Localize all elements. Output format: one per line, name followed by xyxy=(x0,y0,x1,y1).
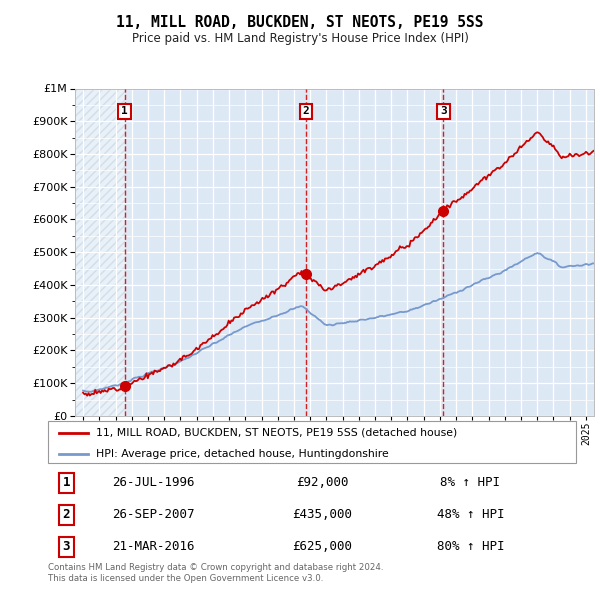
Bar xyxy=(75,88,125,416)
Text: 48% ↑ HPI: 48% ↑ HPI xyxy=(437,508,504,521)
Text: Price paid vs. HM Land Registry's House Price Index (HPI): Price paid vs. HM Land Registry's House … xyxy=(131,32,469,45)
Text: £625,000: £625,000 xyxy=(293,540,353,553)
Text: 11, MILL ROAD, BUCKDEN, ST NEOTS, PE19 5SS: 11, MILL ROAD, BUCKDEN, ST NEOTS, PE19 5… xyxy=(116,15,484,30)
Text: 3: 3 xyxy=(440,106,447,116)
Text: £435,000: £435,000 xyxy=(293,508,353,521)
Text: 1: 1 xyxy=(63,476,70,489)
Text: 2: 2 xyxy=(63,508,70,521)
Text: 1: 1 xyxy=(121,106,128,116)
Text: HPI: Average price, detached house, Huntingdonshire: HPI: Average price, detached house, Hunt… xyxy=(95,449,388,459)
Text: 2: 2 xyxy=(302,106,309,116)
Text: 3: 3 xyxy=(63,540,70,553)
Text: 80% ↑ HPI: 80% ↑ HPI xyxy=(437,540,504,553)
Text: 8% ↑ HPI: 8% ↑ HPI xyxy=(440,476,500,489)
Text: 26-SEP-2007: 26-SEP-2007 xyxy=(112,508,195,521)
Text: 21-MAR-2016: 21-MAR-2016 xyxy=(112,540,195,553)
Text: 26-JUL-1996: 26-JUL-1996 xyxy=(112,476,195,489)
Text: 11, MILL ROAD, BUCKDEN, ST NEOTS, PE19 5SS (detached house): 11, MILL ROAD, BUCKDEN, ST NEOTS, PE19 5… xyxy=(95,428,457,438)
Text: £92,000: £92,000 xyxy=(296,476,349,489)
Text: Contains HM Land Registry data © Crown copyright and database right 2024.
This d: Contains HM Land Registry data © Crown c… xyxy=(48,563,383,583)
